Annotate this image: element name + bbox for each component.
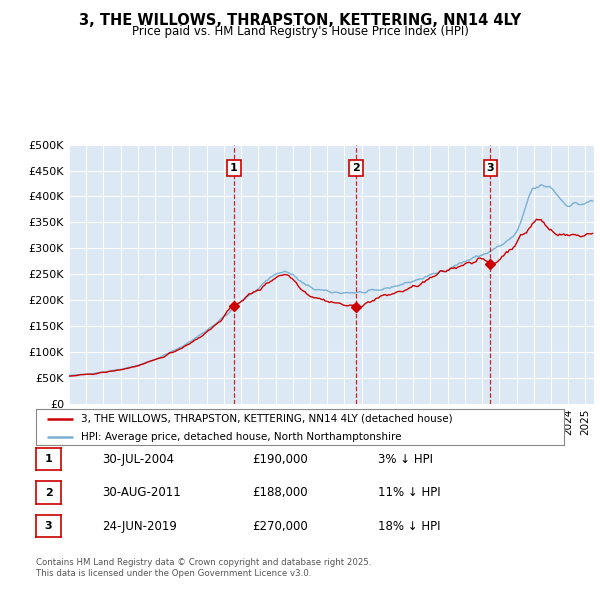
Text: 3, THE WILLOWS, THRAPSTON, KETTERING, NN14 4LY: 3, THE WILLOWS, THRAPSTON, KETTERING, NN… bbox=[79, 13, 521, 28]
Text: £188,000: £188,000 bbox=[252, 486, 308, 499]
Text: HPI: Average price, detached house, North Northamptonshire: HPI: Average price, detached house, Nort… bbox=[81, 432, 401, 442]
Text: 2: 2 bbox=[352, 163, 360, 173]
Text: 24-JUN-2019: 24-JUN-2019 bbox=[102, 520, 177, 533]
Text: 18% ↓ HPI: 18% ↓ HPI bbox=[378, 520, 440, 533]
Text: Contains HM Land Registry data © Crown copyright and database right 2025.
This d: Contains HM Land Registry data © Crown c… bbox=[36, 558, 371, 578]
Text: 30-JUL-2004: 30-JUL-2004 bbox=[102, 453, 174, 466]
Text: 1: 1 bbox=[230, 163, 238, 173]
Text: 3, THE WILLOWS, THRAPSTON, KETTERING, NN14 4LY (detached house): 3, THE WILLOWS, THRAPSTON, KETTERING, NN… bbox=[81, 414, 452, 424]
Text: 3: 3 bbox=[487, 163, 494, 173]
Text: 30-AUG-2011: 30-AUG-2011 bbox=[102, 486, 181, 499]
Text: £190,000: £190,000 bbox=[252, 453, 308, 466]
Text: 2: 2 bbox=[45, 488, 52, 497]
Text: 1: 1 bbox=[45, 454, 52, 464]
Text: 3% ↓ HPI: 3% ↓ HPI bbox=[378, 453, 433, 466]
Text: Price paid vs. HM Land Registry's House Price Index (HPI): Price paid vs. HM Land Registry's House … bbox=[131, 25, 469, 38]
Text: 11% ↓ HPI: 11% ↓ HPI bbox=[378, 486, 440, 499]
Text: £270,000: £270,000 bbox=[252, 520, 308, 533]
Text: 3: 3 bbox=[45, 522, 52, 531]
